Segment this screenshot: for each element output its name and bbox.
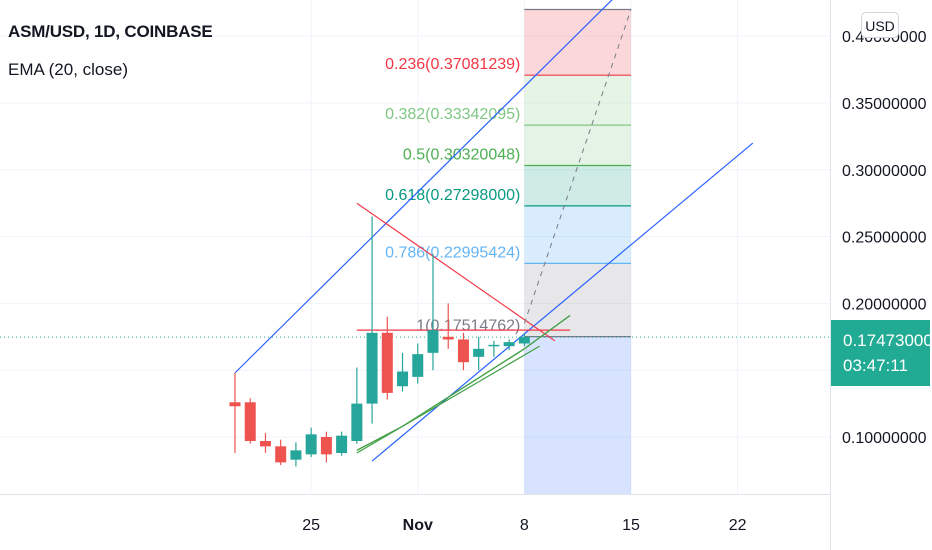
price-tick-label: 0.10000000	[842, 430, 927, 447]
fib-level-label: 0.618(0.27298000)	[385, 187, 520, 204]
candle-body-down	[457, 339, 469, 363]
time-tick-label: Nov	[403, 517, 433, 534]
last-price-value: 0.17473000	[843, 331, 932, 350]
candle-body-up	[503, 342, 515, 347]
last-price-tag: 0.17473000 03:47:11	[831, 320, 932, 386]
candle-body-up	[427, 330, 439, 353]
ema-polyline	[356, 314, 571, 451]
candle-body-up	[412, 354, 424, 377]
bar-countdown: 03:47:11	[843, 356, 908, 375]
candle-series	[229, 216, 530, 467]
fib-level-label: 0.786(0.22995424)	[385, 244, 520, 261]
fib-level-label: 0.236(0.37081239)	[385, 56, 520, 73]
trendline-upper-channel	[234, 0, 613, 374]
candle-body-down	[381, 332, 393, 393]
candle-body-up	[351, 403, 363, 442]
price-tick-label: 0.25000000	[842, 230, 927, 247]
fib-level-label: 0.382(0.33342095)	[385, 106, 520, 123]
fib-zone-band	[524, 263, 631, 337]
candle-body-down	[320, 437, 332, 455]
candle-body-up	[397, 371, 409, 387]
time-axis-divider	[0, 494, 830, 495]
time-tick-label: 8	[520, 517, 529, 534]
trendline-drawings[interactable]	[0, 0, 830, 462]
price-tick-label: 0.20000000	[842, 296, 927, 313]
candle-body-down	[229, 402, 241, 407]
candle-body-down	[442, 336, 454, 340]
fib-level-label: 0.5(0.30320048)	[403, 147, 520, 164]
candle-body-down	[244, 402, 256, 442]
fib-zone-band	[524, 9, 631, 76]
indicator-legend[interactable]: EMA (20, close)	[8, 60, 128, 79]
price-axis-divider	[830, 0, 831, 550]
fib-lower-zone	[524, 336, 631, 494]
fib-zone-band	[524, 165, 631, 206]
trendline-lower-channel	[371, 142, 754, 462]
chart-grid	[0, 0, 830, 494]
fib-zone-band	[524, 75, 631, 126]
time-axis[interactable]: 25 Nov 8 15 22	[302, 517, 746, 534]
price-tick-label: 0.35000000	[842, 96, 927, 113]
candle-body-up	[290, 450, 302, 460]
time-tick-label: 22	[729, 517, 747, 534]
trendline-ema-channel	[356, 345, 540, 454]
ema-line	[356, 314, 571, 451]
symbol-title[interactable]: ASM/USD, 1D, COINBASE	[8, 22, 213, 41]
candle-body-up	[305, 434, 317, 455]
price-axis[interactable]: 0.100000000.150000000.200000000.25000000…	[842, 29, 927, 447]
trendline-triangle-top	[356, 202, 556, 342]
fib-zone-band	[524, 125, 631, 166]
candle-body-up	[473, 348, 485, 357]
candle-body-down	[259, 441, 271, 447]
candle-body-down	[275, 446, 287, 463]
candle-body-up	[488, 344, 500, 347]
fibonacci-retracement[interactable]: 1(0.17514762)0.786(0.22995424)0.618(0.27…	[385, 8, 631, 494]
candle-body-up	[366, 332, 378, 404]
currency-button[interactable]: USD	[861, 12, 899, 38]
price-tick-label: 0.30000000	[842, 163, 927, 180]
time-tick-label: 25	[302, 517, 320, 534]
time-tick-label: 15	[622, 517, 640, 534]
candle-body-up	[336, 435, 348, 454]
candle-body-up	[518, 336, 530, 344]
fib-zone-band	[524, 205, 631, 264]
